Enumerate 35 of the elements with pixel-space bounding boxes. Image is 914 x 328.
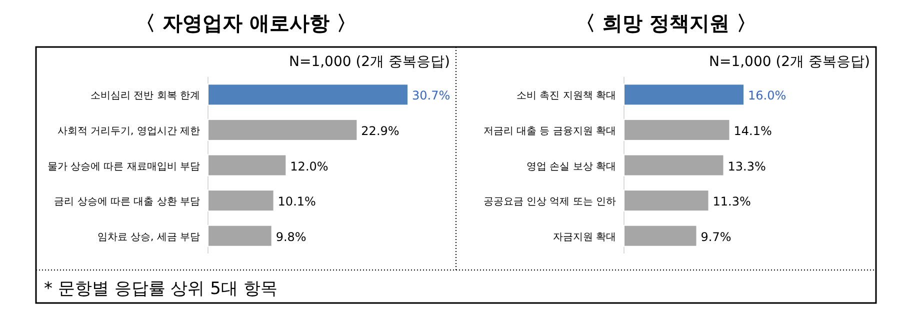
bar	[624, 84, 744, 106]
data-label: 10.1%	[278, 194, 316, 209]
bar	[208, 84, 408, 106]
data-label: 9.7%	[700, 230, 732, 244]
data-label: 13.3%	[728, 159, 766, 174]
y-tick-label: 소비심리 전반 회복 한계	[90, 90, 200, 102]
data-label: 12.0%	[290, 159, 328, 174]
data-label: 30.7%	[412, 88, 450, 103]
y-tick-label: 자금지원 확대	[552, 232, 616, 243]
y-tick-label: 공공요금 인상 억제 또는 인하	[483, 196, 616, 208]
chart-title: 〈 희망 정책지원 〉	[576, 11, 756, 35]
y-tick-label: 소비 촉진 지원책 확대	[516, 90, 616, 102]
data-label: 22.9%	[361, 124, 400, 138]
bar	[208, 190, 274, 212]
y-tick-label: 금리 상승에 따른 대출 상환 부담	[54, 196, 200, 208]
bar	[624, 154, 724, 176]
chart-title: 〈 자영업자 애로사항 〉	[136, 11, 356, 35]
text: N=1,000 (2개 중복응답)	[708, 54, 870, 70]
y-tick-label: 임차료 상승, 세금 부담	[97, 232, 200, 243]
text: * 문항별 응답률 상위 5대 항목	[44, 279, 278, 299]
bar	[624, 224, 698, 247]
chart-subtitle: N=1,000 (2개 중복응답)	[288, 54, 450, 70]
bar	[624, 118, 730, 141]
y-tick-label: 저금리 대출 등 금융지원 확대	[483, 126, 616, 137]
y-tick-label: 사회적 거리두기, 영업시간 제한	[57, 126, 200, 137]
data-label: 9.8%	[276, 230, 306, 244]
data-label: 16.0%	[748, 88, 786, 103]
bar	[624, 190, 710, 212]
data-label: 11.3%	[712, 194, 751, 209]
y-tick-label: 물가 상승에 따른 재료매입비 부담	[47, 161, 200, 172]
bar	[208, 154, 287, 176]
bar	[208, 118, 358, 141]
bar	[208, 224, 272, 247]
data-label: 14.1%	[734, 124, 772, 138]
y-tick-label: 영업 손실 보상 확대	[526, 161, 616, 172]
